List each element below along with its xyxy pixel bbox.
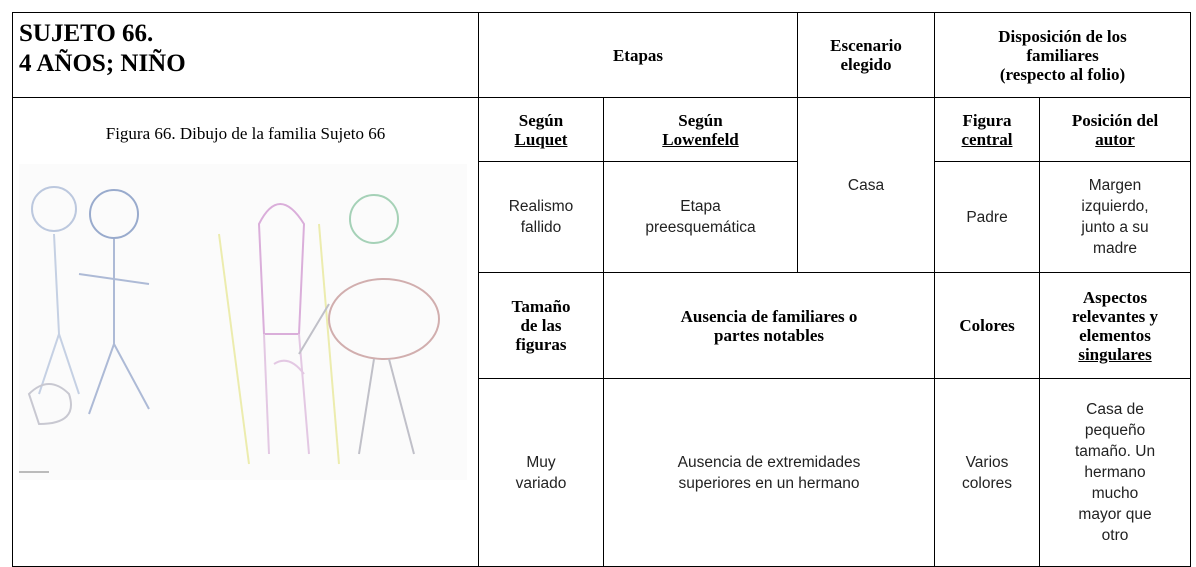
cell-text: Etapa xyxy=(680,198,721,215)
drawing-image xyxy=(19,164,467,480)
cell: Casa de pequeño tamaño. Un hermano mucho mayo… xyxy=(1039,378,1192,567)
cell-text: fallido xyxy=(520,219,562,236)
cell-text: Realismo xyxy=(508,198,574,215)
cell: Disposición de los familiares (respecto al… xyxy=(934,12,1192,98)
cell-text: Figura xyxy=(962,110,1012,130)
cell: Realismo fallido xyxy=(478,161,604,273)
cell-text: junto a su xyxy=(1081,219,1149,236)
cell-text: Padre xyxy=(966,208,1008,226)
cell-text: madre xyxy=(1093,240,1137,257)
cell: Colores xyxy=(934,272,1041,379)
cell: Etapa preesquemática xyxy=(602,161,799,273)
cell-text: Tamaño xyxy=(511,297,571,316)
cell-text: Colores xyxy=(959,316,1015,335)
cell: Etapas xyxy=(477,12,799,98)
cell: Varios colores xyxy=(934,378,1041,567)
cell-text: hermano xyxy=(1084,464,1146,481)
cell-text: de las xyxy=(520,316,562,335)
cell-text: partes notables xyxy=(713,325,825,345)
cell: Padre xyxy=(934,161,1041,273)
cell-text: elementos xyxy=(1079,325,1151,345)
cell: Figura central xyxy=(934,97,1041,162)
cell-text: singulares xyxy=(1078,344,1152,364)
cell-text: central xyxy=(961,129,1013,149)
cell: Según Lowenfeld xyxy=(602,97,799,162)
cell: Margen izquierdo, junto a su madre xyxy=(1039,161,1192,273)
cell: Según Luquet xyxy=(478,97,604,162)
cell-text: pequeño xyxy=(1084,422,1146,439)
title-line: 4 AÑOS; NIÑO xyxy=(19,50,186,77)
cell-text: (respecto al folio) xyxy=(999,64,1126,84)
cell-text: Según xyxy=(518,110,564,130)
cell-text: Casa xyxy=(847,176,885,194)
cell-text: mucho xyxy=(1091,485,1139,502)
cell-text: Ausencia de extremidades xyxy=(677,453,861,471)
cell-text: izquierdo, xyxy=(1081,198,1149,215)
cell-text: preesquemática xyxy=(645,219,756,236)
cell: Ausencia de extremidades superiores en un… xyxy=(602,378,936,567)
cell-text: Escenario xyxy=(830,36,902,55)
cell-text: Según xyxy=(678,110,723,130)
cell-text: variado xyxy=(515,474,567,492)
cell-text: Varios xyxy=(965,453,1009,471)
cell-text: Ausencia de familiares o xyxy=(680,306,858,326)
cell-text: Casa de xyxy=(1086,401,1144,418)
cell: Aspectos relevantes y elementos singulares xyxy=(1039,272,1192,379)
cell-text: Disposición de los xyxy=(998,26,1127,46)
figure-cell: Figura 66. Dibujo de la familia Sujeto 6… xyxy=(12,97,479,567)
cell-text: figuras xyxy=(515,335,567,354)
cell-text: Aspectos xyxy=(1082,287,1148,307)
subject-title: SUJETO 66. 4 AÑOS; NIÑO xyxy=(12,12,479,98)
cell: Casa xyxy=(797,97,936,273)
cell: Escenario elegido xyxy=(797,12,936,98)
cell-text: Etapas xyxy=(612,45,664,65)
cell: Posición del autor xyxy=(1039,97,1192,162)
cell-text: Posición del xyxy=(1071,110,1159,130)
cell-text: mayor que xyxy=(1078,506,1152,523)
cell-text: colores xyxy=(962,474,1012,492)
cell-text: Margen xyxy=(1088,177,1142,194)
title-line: SUJETO 66. xyxy=(19,20,154,47)
cell-text: autor xyxy=(1095,129,1135,149)
cell: Muy variado xyxy=(478,378,604,567)
cell: Ausencia de familiares o partes notables xyxy=(602,272,936,379)
cell-text: otro xyxy=(1101,527,1129,544)
cell-text: tamaño. Un xyxy=(1074,443,1156,460)
cell-text: Luquet xyxy=(514,129,568,149)
cell-text: Lowenfeld xyxy=(662,129,739,149)
cell-text: superiores en un hermano xyxy=(678,474,860,492)
cell-text: familiares xyxy=(1026,45,1099,65)
figure-caption: Figura 66. Dibujo de la familia Sujeto 6… xyxy=(105,124,386,143)
cell-text: relevantes y xyxy=(1071,306,1159,326)
cell-text: Muy xyxy=(526,453,556,471)
cell: Tamaño de las figuras xyxy=(478,272,604,379)
cell-text: elegido xyxy=(840,55,892,74)
record-table: SUJETO 66. 4 AÑOS; NIÑO Etapas Escenario e… xyxy=(12,12,1192,567)
